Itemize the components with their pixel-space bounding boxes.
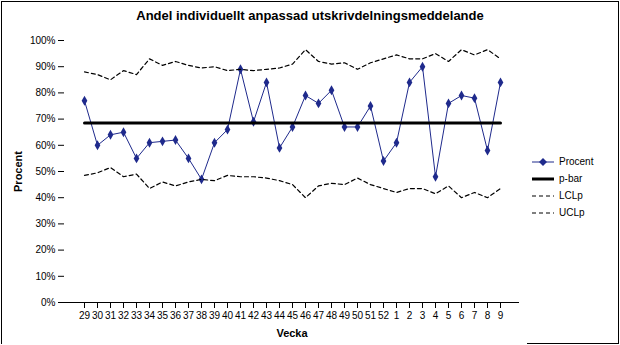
svg-text:37: 37 [183, 310, 195, 321]
html-text:LCLp: LCLp [559, 190, 583, 201]
svg-text:3: 3 [420, 310, 426, 321]
svg-text:2: 2 [407, 310, 413, 321]
svg-text:Procent: Procent [12, 151, 24, 192]
html-text:Andel individuellt anpassad ut: Andel individuellt anpassad utskrivdelni… [136, 8, 484, 23]
svg-text:0%: 0% [41, 297, 56, 308]
svg-text:38: 38 [196, 310, 208, 321]
svg-text:20%: 20% [35, 244, 55, 255]
html-text:UCLp: UCLp [559, 207, 585, 218]
svg-text:4: 4 [433, 310, 439, 321]
svg-text:50: 50 [352, 310, 364, 321]
svg-text:42: 42 [248, 310, 260, 321]
html-text:Procent: Procent [559, 156, 594, 167]
svg-text:39: 39 [209, 310, 221, 321]
svg-text:70%: 70% [35, 113, 55, 124]
svg-text:48: 48 [326, 310, 338, 321]
html-text:p-bar: p-bar [559, 173, 583, 184]
svg-text:31: 31 [105, 310, 117, 321]
svg-text:90%: 90% [35, 61, 55, 72]
svg-text:36: 36 [170, 310, 182, 321]
svg-text:80%: 80% [35, 87, 55, 98]
svg-text:40: 40 [222, 310, 234, 321]
svg-text:60%: 60% [35, 140, 55, 151]
svg-text:46: 46 [300, 310, 312, 321]
svg-text:30: 30 [92, 310, 104, 321]
svg-text:40%: 40% [35, 192, 55, 203]
svg-text:44: 44 [274, 310, 286, 321]
svg-text:9: 9 [498, 310, 504, 321]
svg-text:29: 29 [79, 310, 91, 321]
svg-text:34: 34 [144, 310, 156, 321]
svg-text:6: 6 [459, 310, 465, 321]
svg-text:47: 47 [313, 310, 325, 321]
svg-text:1: 1 [394, 310, 400, 321]
svg-text:8: 8 [485, 310, 491, 321]
svg-text:5: 5 [446, 310, 452, 321]
svg-text:32: 32 [118, 310, 130, 321]
svg-text:52: 52 [378, 310, 390, 321]
svg-text:49: 49 [339, 310, 351, 321]
svg-text:35: 35 [157, 310, 169, 321]
svg-text:50%: 50% [35, 166, 55, 177]
svg-text:33: 33 [131, 310, 143, 321]
svg-text:41: 41 [235, 310, 247, 321]
svg-text:45: 45 [287, 310, 299, 321]
svg-text:100%: 100% [30, 35, 56, 46]
svg-text:43: 43 [261, 310, 273, 321]
svg-text:51: 51 [365, 310, 377, 321]
svg-text:7: 7 [472, 310, 478, 321]
svg-text:10%: 10% [35, 271, 55, 282]
svg-text:Vecka: Vecka [276, 327, 308, 339]
svg-text:30%: 30% [35, 218, 55, 229]
